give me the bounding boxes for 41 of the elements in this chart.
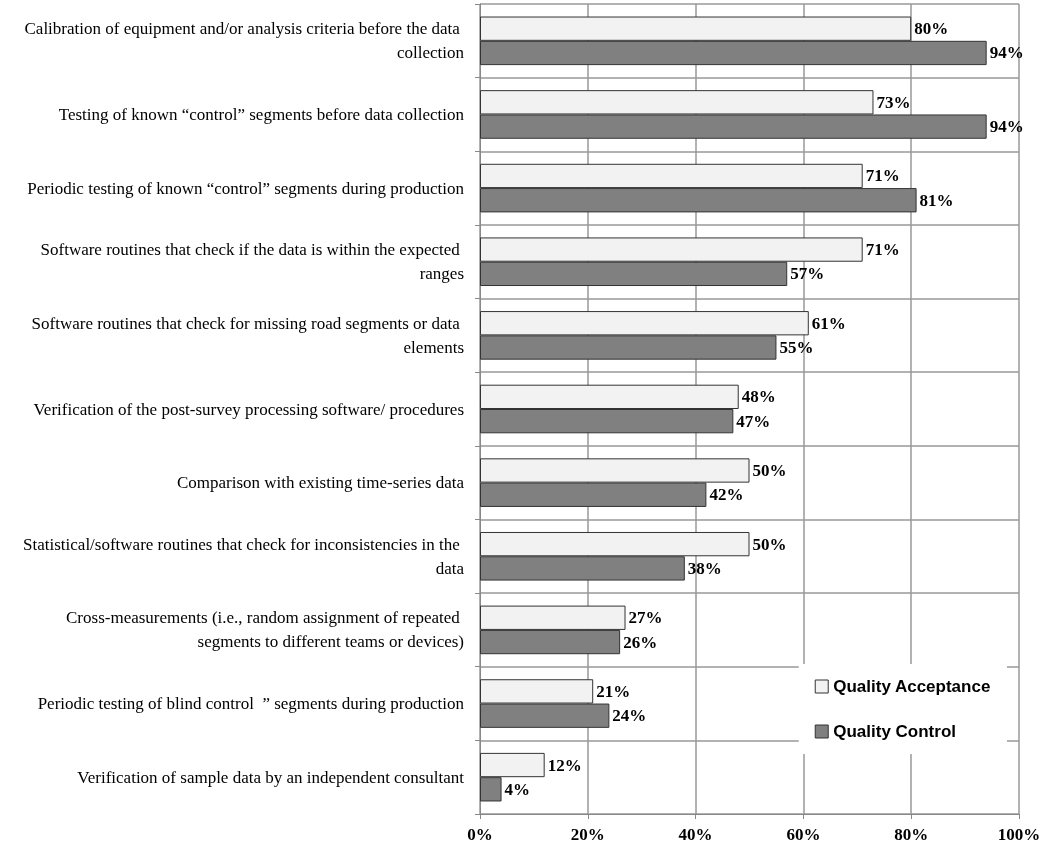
y-tick-label: Calibration of equipment and/or analysis criteria before the data collection [24,19,465,63]
data-label: 55% [779,338,814,358]
x-tick-label: 20% [570,825,605,844]
data-label: 57% [790,264,825,284]
data-label: 24% [612,706,647,726]
data-label: 26% [623,632,658,652]
data-label: 81% [919,190,954,210]
data-label: 4% [504,779,531,799]
data-label: 94% [989,43,1024,63]
y-tick-label: Statistical/software routines that check for inconsistencies in the data [23,534,465,578]
data-label: 48% [741,387,776,407]
data-label: 71% [865,166,900,186]
x-tick-label: 100% [997,825,1041,844]
x-tick-label: 0% [467,825,493,844]
x-tick-label: 80% [894,825,929,844]
data-label: 38% [687,558,722,578]
data-label: 71% [865,240,900,260]
data-label: 73% [876,92,911,112]
data-label: 50% [752,460,787,480]
y-tick-label: Software routines that check for missing road segments or data elements [31,313,464,357]
y-tick-label: Cross-measurements (i.e., random assignment of repeated segments to different teams or devices) [66,608,464,652]
x-tick-label: 40% [678,825,713,844]
x-tick-label: 60% [786,825,821,844]
data-label: 50% [752,534,787,554]
y-tick-label: Comparison with existing time-series data [176,473,465,493]
y-tick-label: Periodic testing of blind control ” segments during production [37,694,465,714]
y-tick-label: Periodic testing of known “control” segments during production [27,178,465,198]
y-tick-label: Software routines that check if the data is within the expected ranges [40,240,464,284]
data-label: 42% [709,485,744,505]
data-label: 94% [989,117,1024,137]
data-label: 27% [628,608,663,628]
y-tick-label: Testing of known “control” segments before data collection [58,104,465,124]
data-label: 80% [914,19,949,39]
y-tick-label: Verification of sample data by an independent consultant [77,767,465,787]
legend-label: Quality Control [833,722,956,741]
legend-label: Quality Acceptance [833,677,991,696]
data-label: 21% [596,681,631,701]
y-tick-label: Verification of the post-survey processing software/ procedures [33,399,464,419]
data-label: 12% [547,755,582,775]
data-label: 61% [811,313,846,333]
data-label: 47% [736,411,771,431]
